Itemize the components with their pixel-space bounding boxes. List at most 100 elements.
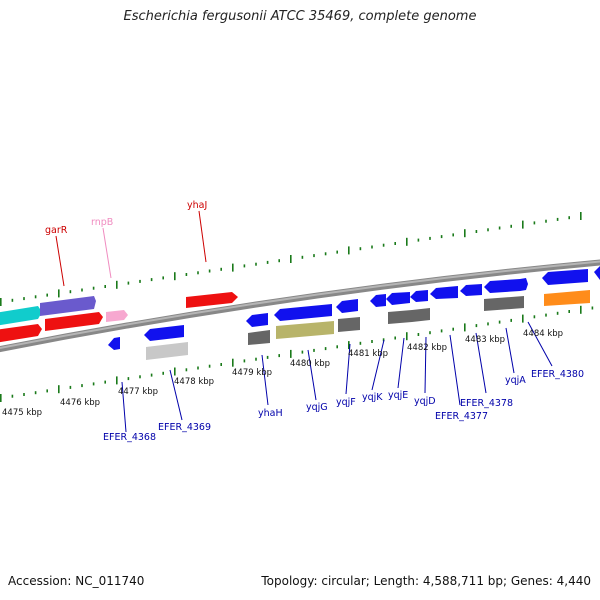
tick-label-4481: 4481 kbp [348,349,388,359]
label-efer4369[interactable]: EFER_4369 [158,422,211,433]
upper-major-tick [0,298,2,306]
gene-feature-efer4368[interactable] [108,337,120,350]
upper-minor-tick [452,233,454,237]
gene-feature-efer4378[interactable] [460,284,482,296]
gene-feature-efer4369a[interactable] [144,325,184,341]
gene-feature-yqjE-b[interactable] [388,310,412,324]
lower-minor-tick [69,385,72,389]
scale-labels: 4475 kbp 4476 kbp 4477 kbp 4478 kbp 4479… [2,329,563,418]
lower-major-tick [464,323,466,332]
gene-feature-efer4380[interactable] [542,269,588,285]
upper-tick-row [0,212,582,306]
lower-minor-tick [568,310,570,313]
gene-feature-yhaH-a[interactable] [246,313,268,327]
label-yqjE[interactable]: yqjE [388,390,408,401]
upper-major-tick [522,220,524,229]
tick-label-4483: 4483 kbp [465,335,505,345]
upper-minor-tick [556,217,559,221]
upper-minor-tick [313,254,315,258]
gene-feature-yqjD-b[interactable] [412,308,430,322]
label-yqjD[interactable]: yqjD [414,396,436,407]
gene-feature-purple[interactable] [40,296,96,316]
gene-feature-yqjD[interactable] [410,290,428,302]
gene-feature-efer4377[interactable] [430,286,458,299]
label-efer4378[interactable]: EFER_4378 [460,398,513,409]
gene-feature-yhaH-b[interactable] [248,330,270,345]
label-efer4368[interactable]: EFER_4368 [103,432,156,443]
lower-minor-tick [92,382,95,386]
label-yqjF[interactable]: yqjF [336,397,356,408]
gene-feature-yqjF-b[interactable] [338,317,360,332]
leader-efer4369 [169,369,183,421]
gene-feature-yqjA-b[interactable] [484,296,524,311]
lower-minor-tick [545,313,547,317]
upper-minor-tick [475,230,478,233]
gene-feature-right-edge[interactable] [594,266,600,280]
lower-major-tick [174,367,176,376]
lower-minor-tick [150,373,153,377]
lower-minor-tick [429,331,431,335]
gene-feature-yqjE[interactable] [386,292,410,305]
upper-minor-tick [208,269,211,273]
gene-feature-efer4369b[interactable] [146,342,188,360]
label-yqjG[interactable]: yqjG [306,402,328,413]
lower-minor-tick [394,336,396,340]
leader-yqjD [424,336,427,394]
upper-major-tick [406,237,408,246]
label-rnpB[interactable]: rnpB [91,217,113,228]
gene-feature-yqjG-b[interactable] [276,321,334,339]
accession-text: Accession: NC_011740 [8,574,145,588]
upper-minor-tick [324,252,327,256]
upper-minor-tick [255,262,257,266]
upper-minor-tick [498,226,501,230]
tick-label-4479: 4479 kbp [232,368,272,378]
lower-major-tick [58,385,60,394]
upper-minor-tick [533,221,536,225]
topology-text: Topology: circular; Length: 4,588,711 bp… [261,574,591,588]
gene-feature-yqjG-a[interactable] [274,304,332,321]
leader-yhaJ [198,210,207,263]
lower-minor-tick [46,389,48,393]
lower-major-tick [406,332,408,341]
gene-feature-rnpB[interactable] [106,310,128,322]
lower-minor-tick [208,364,211,368]
label-yqjK[interactable]: yqjK [362,392,383,403]
gene-feature-yqjK[interactable] [370,294,386,307]
gene-feature-yqjF[interactable] [336,299,358,313]
gene-feature-teal[interactable] [0,306,42,326]
label-garR[interactable]: garR [45,225,68,236]
label-efer4377[interactable]: EFER_4377 [435,411,488,422]
gene-feature-yqjA-tip[interactable] [520,278,528,291]
lower-major-tick [116,376,118,385]
label-efer4380[interactable]: EFER_4380 [531,369,584,380]
gene-feature-garR[interactable] [45,312,103,331]
gene-feature-yhaJ[interactable] [186,292,238,308]
upper-minor-tick [185,273,188,276]
lower-major-tick [232,358,234,367]
tick-label-4482: 4482 kbp [407,343,447,353]
tick-label-4478: 4478 kbp [174,377,214,387]
lower-minor-tick [510,318,512,322]
lower-minor-tick [452,327,454,331]
upper-minor-tick [92,286,95,290]
tick-label-4484: 4484 kbp [523,329,563,339]
lower-minor-tick [591,306,594,310]
upper-minor-tick [220,267,222,271]
label-yhaJ[interactable]: yhaJ [187,200,207,211]
lower-minor-tick [81,384,83,388]
lower-minor-tick [417,333,420,336]
lower-minor-tick [243,359,246,363]
gene-feature-orange[interactable] [544,290,590,306]
lower-minor-tick [255,357,257,361]
upper-minor-tick [34,295,37,299]
lower-major-tick [348,341,350,350]
leader-efer4380 [527,321,553,367]
lower-minor-tick [197,366,199,370]
gene-feature-yqjA[interactable] [484,279,520,293]
backbone [0,259,600,353]
lower-minor-tick [162,371,164,375]
label-yqjA[interactable]: yqjA [505,375,526,386]
gene-feature-red-left[interactable] [0,324,42,343]
label-yhaH[interactable]: yhaH [258,408,283,419]
